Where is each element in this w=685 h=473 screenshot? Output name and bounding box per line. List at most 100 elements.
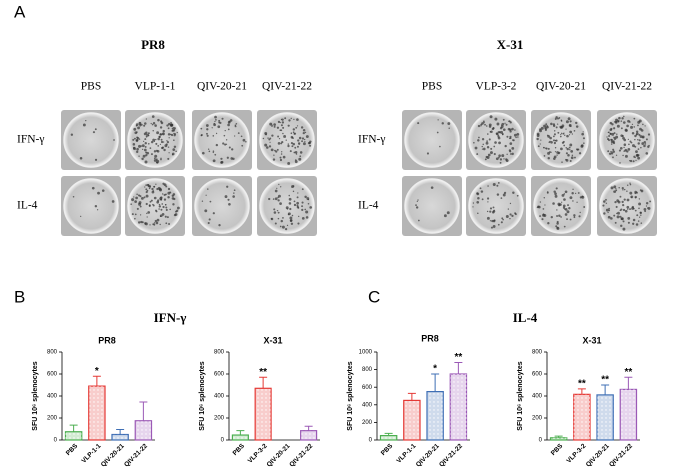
y-tick-label: 800	[532, 350, 543, 356]
chart-title: X-31	[582, 335, 601, 345]
spot	[150, 199, 153, 202]
y-tick-label: 400	[47, 394, 58, 400]
spot	[632, 222, 635, 225]
spot	[637, 156, 641, 160]
spot	[619, 146, 623, 150]
spot	[568, 134, 571, 136]
spot	[144, 145, 147, 148]
spot	[276, 148, 279, 151]
spot	[491, 210, 495, 214]
spot	[235, 123, 238, 125]
spot	[177, 206, 180, 210]
spot	[623, 150, 625, 152]
spot	[504, 144, 507, 148]
spot	[499, 158, 503, 161]
spot	[297, 139, 300, 142]
spot	[231, 148, 234, 151]
spot	[617, 211, 620, 215]
spot	[211, 127, 213, 129]
spot	[505, 215, 509, 219]
spot	[300, 126, 304, 129]
spot	[262, 137, 265, 140]
spot	[134, 200, 137, 203]
spot	[478, 136, 480, 139]
spot	[272, 158, 276, 161]
spot	[493, 152, 496, 156]
spot	[559, 135, 562, 138]
spot	[149, 200, 152, 203]
spot	[276, 126, 280, 129]
spot	[562, 204, 566, 208]
spot	[635, 150, 638, 154]
spot	[304, 131, 307, 134]
spot	[145, 154, 148, 157]
spot	[620, 217, 624, 221]
spot	[564, 213, 568, 216]
spot	[547, 222, 550, 225]
spot	[509, 128, 512, 131]
spot	[564, 208, 566, 210]
spot	[554, 192, 557, 196]
spot	[490, 226, 493, 229]
spot	[608, 207, 611, 210]
spot	[626, 150, 629, 153]
error-bar	[577, 388, 586, 395]
x-tick-label: QIV-20-21	[415, 442, 441, 468]
spot	[289, 216, 293, 220]
spot	[152, 203, 154, 206]
spot	[580, 144, 584, 148]
spot	[301, 205, 304, 208]
spot	[546, 134, 549, 137]
spot	[80, 215, 82, 218]
spot	[281, 141, 284, 144]
spot	[290, 142, 293, 145]
y-axis-label: SFU 10⁶ splenocytes	[199, 361, 206, 430]
spot	[158, 208, 160, 210]
spot	[482, 143, 484, 146]
spot	[623, 146, 625, 149]
spot	[206, 134, 209, 137]
bar-texture	[450, 374, 467, 440]
spot	[277, 135, 280, 138]
spot	[162, 205, 165, 209]
y-tick-label: 800	[47, 350, 58, 356]
spot	[153, 196, 157, 200]
spot	[500, 197, 503, 200]
significance: **	[601, 375, 609, 386]
spot	[638, 198, 641, 200]
spot	[266, 146, 269, 149]
spot	[550, 122, 553, 126]
spot	[489, 151, 493, 155]
spot	[556, 226, 559, 229]
bar-texture	[426, 391, 444, 440]
spot	[567, 204, 569, 207]
spot	[569, 143, 573, 147]
spot	[159, 133, 162, 136]
spot	[511, 152, 514, 156]
spot	[276, 209, 279, 212]
spot	[145, 202, 148, 206]
spot	[292, 142, 296, 146]
spot	[172, 128, 176, 132]
spot	[135, 196, 138, 200]
spot	[554, 139, 557, 142]
spot	[613, 214, 616, 217]
spot	[147, 142, 150, 145]
spot	[561, 201, 563, 203]
spot	[167, 196, 170, 199]
spot	[477, 139, 480, 142]
spot	[167, 157, 170, 160]
spot	[293, 118, 295, 121]
spot	[269, 122, 273, 126]
spot	[645, 202, 649, 205]
spot	[492, 219, 496, 223]
spot	[615, 187, 617, 190]
spot	[279, 158, 283, 162]
well	[404, 178, 460, 234]
chart-title: X-31	[263, 335, 282, 345]
spot	[297, 207, 300, 209]
spot	[282, 155, 286, 159]
spot	[573, 214, 576, 217]
spot	[166, 216, 169, 219]
spot	[212, 212, 215, 215]
